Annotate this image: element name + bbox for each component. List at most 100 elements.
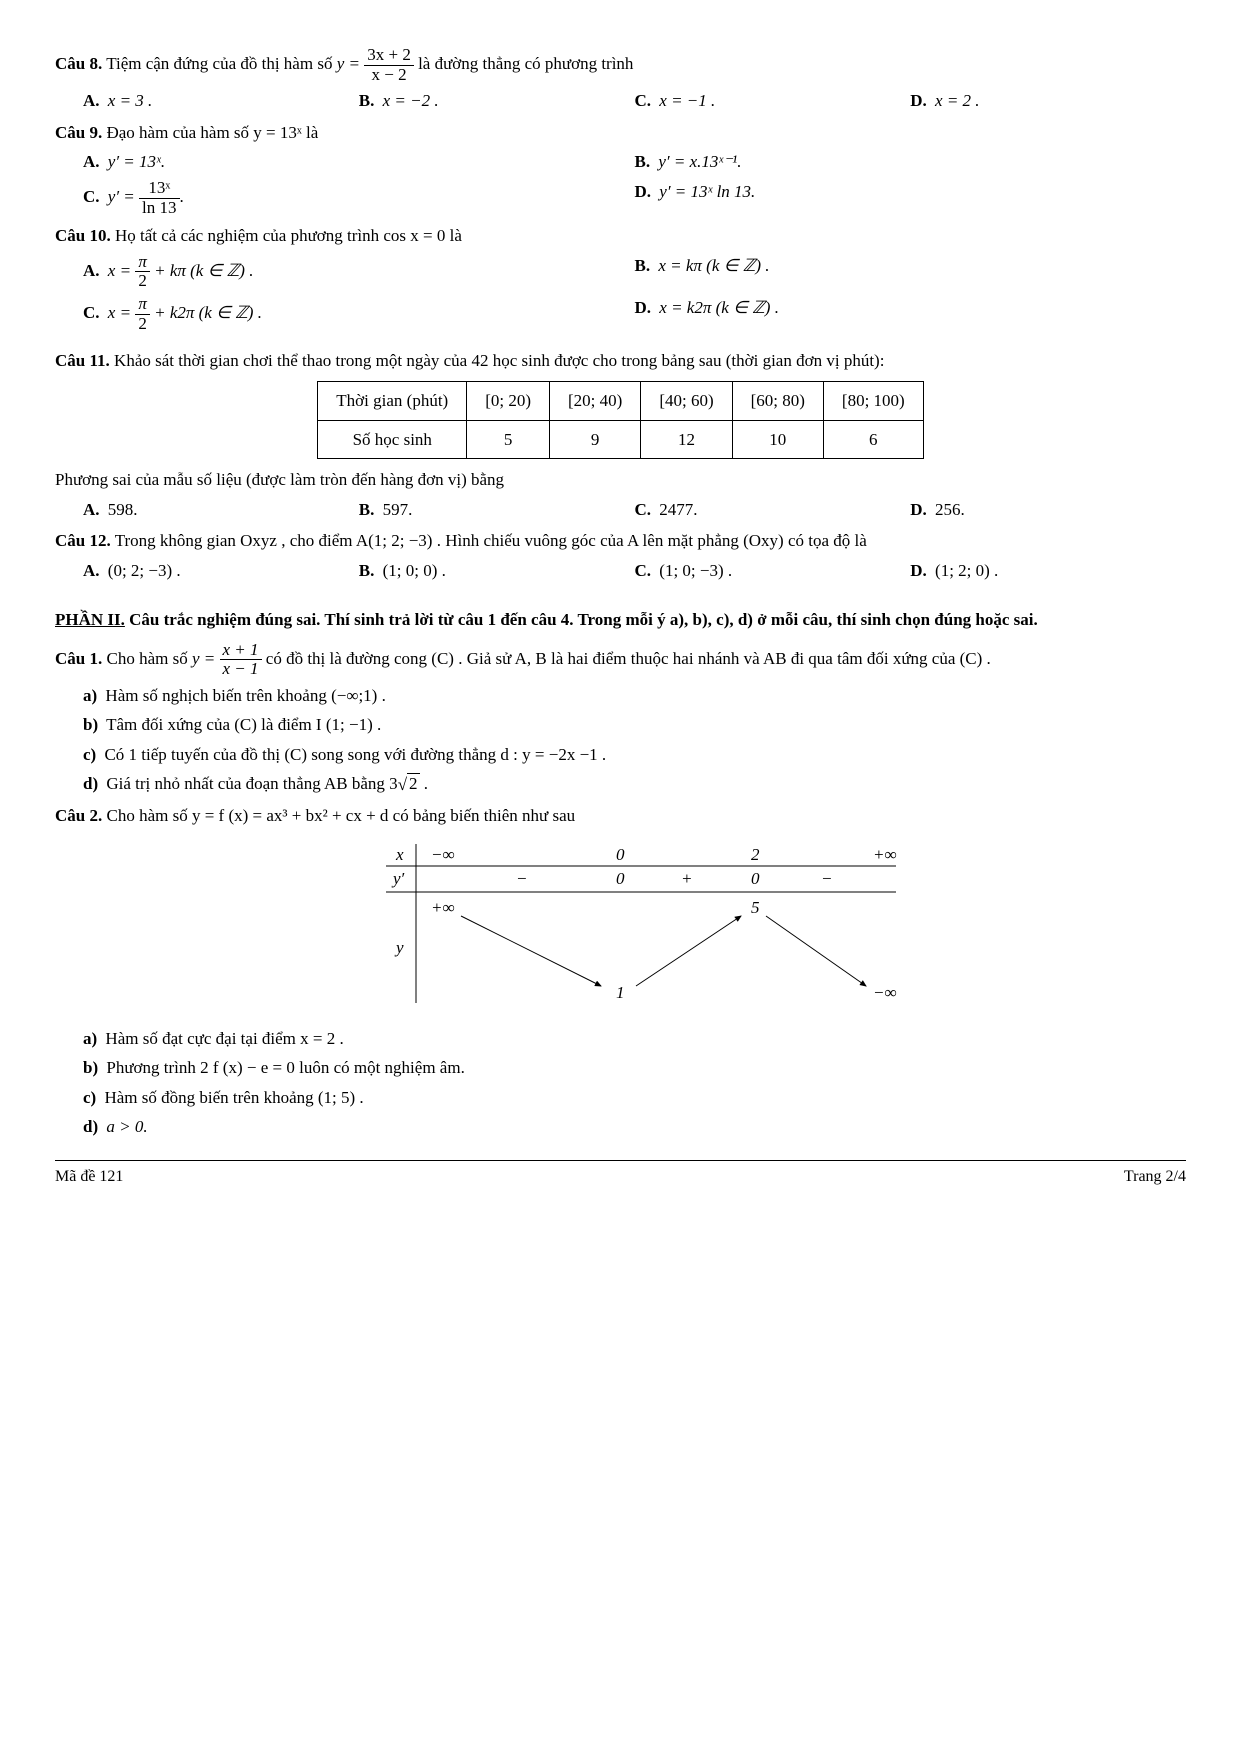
s2q2-text: Cho hàm số y = f (x) = ax³ + bx² + cx + … [106, 806, 575, 825]
q11-table: Thời gian (phút) [0; 20) [20; 40) [40; 6… [317, 381, 923, 459]
q10-text: Họ tất cả các nghiệm của phương trình co… [115, 226, 462, 245]
q8-frac-den: x − 2 [364, 66, 414, 85]
q10-options-row1: A. x = π 2 + kπ (k ∈ ℤ) . B. x = kπ (k ∈… [83, 253, 1186, 291]
q11-text2: Phương sai của mẫu số liệu (được làm trò… [55, 467, 1186, 493]
svg-text:x: x [395, 845, 404, 864]
svg-text:−: − [821, 869, 832, 888]
page-footer: Mã đề 121 Trang 2/4 [55, 1160, 1186, 1189]
q11-c2: 9 [550, 420, 641, 459]
s2q2-d: d) a > 0. [83, 1114, 1186, 1140]
s2q1-t2: có đồ thị là đường cong (C) . Giả sử A, … [266, 649, 991, 668]
section-2-rest: Câu trắc nghiệm đúng sai. Thí sinh trả l… [125, 610, 1038, 629]
q12-options: A. (0; 2; −3) . B. (1; 0; 0) . C. (1; 0;… [83, 558, 1186, 584]
question-10: Câu 10. Họ tất cả các nghiệm của phương … [55, 223, 1186, 249]
s2q1-label: Câu 1. [55, 649, 102, 668]
q11-rh: Số học sinh [318, 420, 467, 459]
s2q2-label: Câu 2. [55, 806, 102, 825]
q8-text-before: Tiệm cận đứng của đồ thị hàm số [106, 54, 337, 73]
section-2-header: PHẦN II. Câu trắc nghiệm đúng sai. Thí s… [55, 607, 1186, 633]
q9-label: Câu 9. [55, 123, 102, 142]
footer-left: Mã đề 121 [55, 1165, 123, 1189]
s2q2-b: b) Phương trình 2 f (x) − e = 0 luôn có … [83, 1055, 1186, 1081]
s2q1-b: b) Tâm đối xứng của (C) là điểm I (1; −1… [83, 712, 1186, 738]
s2q1-a: a) Hàm số nghịch biến trên khoảng (−∞;1)… [83, 683, 1186, 709]
q11-text1: Khảo sát thời gian chơi thể thao trong m… [114, 351, 884, 370]
q11-opt-c: C. 2477. [635, 497, 911, 523]
q8-y: y = [337, 54, 360, 73]
q8-opt-c: C. x = −1 . [635, 88, 911, 114]
q11-h4: [60; 80) [732, 382, 823, 421]
q10-opt-a: A. x = π 2 + kπ (k ∈ ℤ) . [83, 253, 635, 291]
s2q1-d: d) Giá trị nhỏ nhất của đoạn thẳng AB bằ… [83, 771, 1186, 797]
q8-text-after: là đường thẳng có phương trình [418, 54, 633, 73]
q10-label: Câu 10. [55, 226, 111, 245]
q11-c5: 6 [823, 420, 923, 459]
question-9: Câu 9. Đạo hàm của hàm số y = 13ˣ là [55, 120, 1186, 146]
q9-opt-a: A. y′ = 13ˣ. [83, 149, 635, 175]
svg-text:1: 1 [616, 983, 625, 1002]
q10-options-row2: C. x = π 2 + k2π (k ∈ ℤ) . D. x = k2π (k… [83, 295, 1186, 333]
q9-c-frac: 13ˣ ln 13 [139, 179, 179, 217]
q9-options-row2: C. y′ = 13ˣ ln 13 . D. y′ = 13ˣ ln 13. [83, 179, 1186, 217]
q12-text: Trong không gian Oxyz , cho điểm A(1; 2;… [115, 531, 867, 550]
question-8: Câu 8. Tiệm cận đứng của đồ thị hàm số y… [55, 46, 1186, 84]
svg-text:−∞: −∞ [873, 983, 897, 1002]
q11-c4: 10 [732, 420, 823, 459]
q8-opt-a: A. x = 3 . [83, 88, 359, 114]
q10-opt-c: C. x = π 2 + k2π (k ∈ ℤ) . [83, 295, 635, 333]
svg-text:+: + [681, 869, 692, 888]
q11-label: Câu 11. [55, 351, 110, 370]
q8-frac: 3x + 2 x − 2 [364, 46, 414, 84]
q8-label: Câu 8. [55, 54, 102, 73]
footer-right: Trang 2/4 [1124, 1165, 1186, 1189]
section-2-title: PHẦN II. [55, 610, 125, 629]
q8-frac-num: 3x + 2 [364, 46, 414, 66]
q9-options-row1: A. y′ = 13ˣ. B. y′ = x.13ˣ⁻¹. [83, 149, 1186, 175]
svg-text:0: 0 [616, 869, 625, 888]
svg-text:2: 2 [751, 845, 760, 864]
q10-a-frac: π 2 [135, 253, 150, 291]
svg-text:+∞: +∞ [873, 845, 897, 864]
q11-h1: [0; 20) [467, 382, 550, 421]
q10-opt-d: D. x = k2π (k ∈ ℤ) . [635, 295, 1187, 333]
q9-opt-d: D. y′ = 13ˣ ln 13. [635, 179, 1187, 217]
svg-text:5: 5 [751, 898, 760, 917]
q8-opt-d: D. x = 2 . [910, 88, 1186, 114]
q11-opt-d: D. 256. [910, 497, 1186, 523]
q11-c1: 5 [467, 420, 550, 459]
q8-opt-b: B. x = −2 . [359, 88, 635, 114]
q11-opt-b: B. 597. [359, 497, 635, 523]
q11-h2: [20; 40) [550, 382, 641, 421]
q10-c-frac: π 2 [135, 295, 150, 333]
q8-options: A. x = 3 . B. x = −2 . C. x = −1 . D. x … [83, 88, 1186, 114]
s2-question-1: Câu 1. Cho hàm số y = x + 1 x − 1 có đồ … [55, 641, 1186, 679]
q11-options: A. 598. B. 597. C. 2477. D. 256. [83, 497, 1186, 523]
q12-opt-b: B. (1; 0; 0) . [359, 558, 635, 584]
svg-text:−: − [516, 869, 527, 888]
q9-opt-b: B. y′ = x.13ˣ⁻¹. [635, 149, 1187, 175]
q11-c3: 12 [641, 420, 732, 459]
q11-th: Thời gian (phút) [318, 382, 467, 421]
variation-table: text { font-family: "Times New Roman", s… [55, 838, 1186, 1016]
q9-text: Đạo hàm của hàm số y = 13ˣ là [106, 123, 318, 142]
svg-text:0: 0 [616, 845, 625, 864]
question-11: Câu 11. Khảo sát thời gian chơi thể thao… [55, 348, 1186, 374]
variation-table-svg: text { font-family: "Times New Roman", s… [341, 838, 901, 1008]
question-12: Câu 12. Trong không gian Oxyz , cho điểm… [55, 528, 1186, 554]
s2q2-c: c) Hàm số đồng biến trên khoảng (1; 5) . [83, 1085, 1186, 1111]
s2q1-frac: x + 1 x − 1 [220, 641, 262, 679]
q12-opt-a: A. (0; 2; −3) . [83, 558, 359, 584]
q11-h5: [80; 100) [823, 382, 923, 421]
svg-text:y′: y′ [391, 869, 405, 888]
s2q1-t1: Cho hàm số [106, 649, 191, 668]
q11-h3: [40; 60) [641, 382, 732, 421]
q9-opt-c: C. y′ = 13ˣ ln 13 . [83, 179, 635, 217]
svg-text:−∞: −∞ [431, 845, 455, 864]
svg-text:+∞: +∞ [431, 898, 455, 917]
q12-opt-d: D. (1; 2; 0) . [910, 558, 1186, 584]
s2q2-a: a) Hàm số đạt cực đại tại điểm x = 2 . [83, 1026, 1186, 1052]
q11-opt-a: A. 598. [83, 497, 359, 523]
q10-opt-b: B. x = kπ (k ∈ ℤ) . [635, 253, 1187, 291]
q12-label: Câu 12. [55, 531, 111, 550]
s2q1-c: c) Có 1 tiếp tuyến của đồ thị (C) song s… [83, 742, 1186, 768]
